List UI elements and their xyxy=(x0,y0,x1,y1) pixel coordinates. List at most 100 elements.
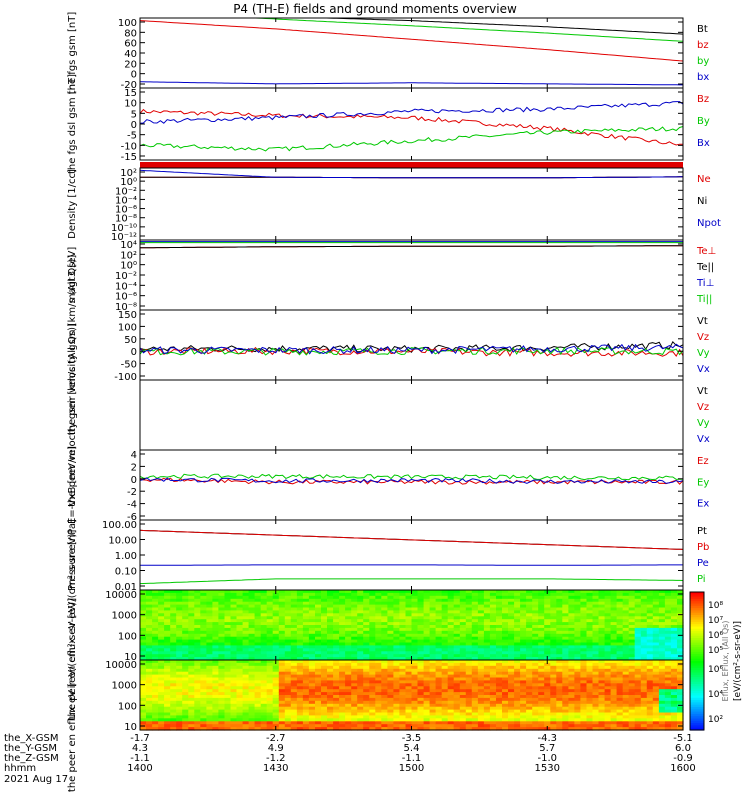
heatmap-cell xyxy=(369,601,376,606)
heatmap-cell xyxy=(520,703,527,708)
heatmap-cell xyxy=(628,715,636,719)
heatmap-cell xyxy=(375,590,382,594)
heatmap-cell xyxy=(508,668,515,673)
heatmap-cell xyxy=(278,595,286,600)
heatmap-cell xyxy=(634,680,642,684)
heatmap-cell xyxy=(164,712,171,716)
heatmap-cell xyxy=(158,712,165,716)
heatmap-cell xyxy=(453,601,461,606)
heatmap-cell xyxy=(622,695,630,699)
heatmap-cell xyxy=(568,613,575,617)
heatmap-cell xyxy=(224,727,232,731)
heatmap-cell xyxy=(345,625,352,629)
heatmap-cell xyxy=(477,622,485,626)
heatmap-cell xyxy=(634,715,642,719)
heatmap-cell xyxy=(574,601,581,606)
heatmap-cell xyxy=(634,627,642,632)
heatmap-cell xyxy=(339,695,346,699)
heatmap-cell xyxy=(604,674,612,679)
heatmap-cell xyxy=(459,648,467,652)
heatmap-cell xyxy=(411,601,419,606)
heatmap-cell xyxy=(628,665,636,670)
heatmap-cell xyxy=(489,718,497,722)
heatmap-cell xyxy=(435,613,443,617)
heatmap-cell xyxy=(278,695,286,699)
heatmap-cell xyxy=(399,660,406,664)
heatmap-cell xyxy=(140,721,147,725)
heatmap-cell xyxy=(483,625,491,629)
heatmap-cell xyxy=(411,610,419,614)
heatmap-cell xyxy=(140,610,147,614)
heatmap-cell xyxy=(345,633,352,638)
heatmap-cell xyxy=(459,654,467,658)
heatmap-cell xyxy=(357,613,364,617)
heatmap-cell xyxy=(146,692,153,696)
heatmap-cell xyxy=(646,683,654,687)
heatmap-cell xyxy=(417,657,425,661)
heatmap-cell xyxy=(677,721,684,725)
heatmap-cell xyxy=(646,671,654,676)
heatmap-cell xyxy=(610,692,618,696)
colorbar-band xyxy=(690,709,704,713)
heatmap-cell xyxy=(260,613,268,617)
heatmap-cell xyxy=(351,674,358,679)
heatmap-cell xyxy=(170,595,177,600)
heatmap-cell xyxy=(489,630,497,635)
heatmap-cell xyxy=(339,680,346,684)
heatmap-cell xyxy=(296,642,304,646)
heatmap-cell xyxy=(544,625,551,629)
heatmap-cell xyxy=(152,686,159,690)
heatmap-cell xyxy=(315,601,322,606)
heatmap-cell xyxy=(278,712,286,716)
heatmap-cell xyxy=(622,671,630,676)
heatmap-cell xyxy=(483,654,491,658)
heatmap-cell xyxy=(435,700,443,705)
heatmap-cell xyxy=(435,715,443,719)
heatmap-cell xyxy=(417,724,425,728)
heatmap-cell xyxy=(580,715,587,719)
heatmap-cell xyxy=(610,724,618,728)
heatmap-cell xyxy=(568,665,575,670)
footer-value: 4.9 xyxy=(268,743,284,754)
heatmap-cell xyxy=(296,703,304,708)
heatmap-cell xyxy=(296,625,304,629)
heatmap-cell xyxy=(604,654,612,658)
heatmap-cell xyxy=(496,665,503,670)
heatmap-cell xyxy=(489,709,497,714)
heatmap-cell xyxy=(315,607,322,611)
heatmap-cell xyxy=(399,724,406,728)
heatmap-cell xyxy=(321,633,328,638)
heatmap-cell xyxy=(321,592,328,597)
heatmap-cell xyxy=(640,657,648,661)
heatmap-cell xyxy=(562,674,569,679)
heatmap-cell xyxy=(544,724,551,728)
heatmap-cell xyxy=(586,592,594,597)
heatmap-cell xyxy=(441,651,449,655)
heatmap-cell xyxy=(212,709,219,714)
heatmap-cell xyxy=(357,703,364,708)
heatmap-cell xyxy=(242,616,250,620)
heatmap-cell xyxy=(544,697,551,702)
heatmap-cell xyxy=(502,700,509,705)
heatmap-cell xyxy=(188,721,195,725)
heatmap-cell xyxy=(592,715,600,719)
heatmap-cell xyxy=(580,604,587,609)
heatmap-cell xyxy=(405,630,413,635)
heatmap-cell xyxy=(369,692,376,696)
heatmap-cell xyxy=(266,657,274,661)
heatmap-cell xyxy=(351,715,358,719)
heatmap-cell xyxy=(176,712,183,716)
heatmap-cell xyxy=(381,709,388,714)
heatmap-cell xyxy=(363,665,370,670)
heatmap-cell xyxy=(381,651,388,655)
heatmap-cell xyxy=(417,703,425,708)
heatmap-cell xyxy=(544,662,551,667)
heatmap-cell xyxy=(176,689,183,693)
heatmap-cell xyxy=(520,712,527,716)
heatmap-cell xyxy=(278,700,286,705)
heatmap-cell xyxy=(483,697,491,702)
heatmap-cell xyxy=(496,636,503,641)
heatmap-cell xyxy=(321,668,328,673)
heatmap-cell xyxy=(550,633,557,638)
heatmap-cell xyxy=(363,651,370,655)
